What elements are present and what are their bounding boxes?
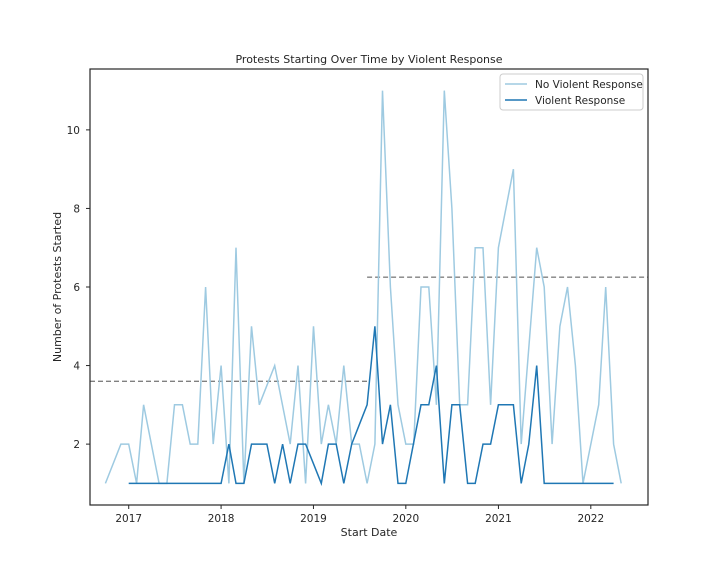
y-tick-label-2: 2 [73,439,80,451]
plot-area [90,90,648,487]
x-axis-ticks: 2017 2018 2019 2020 2021 2022 [115,505,604,525]
series-line-no-violent-response [104,90,622,485]
x-tick-label-2022: 2022 [577,513,604,525]
x-tick-label-2017: 2017 [115,513,142,525]
legend-label-violent-response: Violent Response [535,95,625,107]
legend-label-no-violent-response: No Violent Response [535,79,643,91]
series-line-violent-response [128,326,614,487]
y-axis-ticks: 2 4 6 8 10 [67,125,90,451]
y-tick-label-4: 4 [73,361,80,373]
legend: No Violent Response Violent Response [499,73,644,111]
chart-title: Protests Starting Over Time by Violent R… [235,53,502,66]
y-tick-label-6: 6 [73,282,80,294]
x-axis-label: Start Date [341,526,398,539]
y-tick-label-8: 8 [73,203,80,215]
x-tick-label-2018: 2018 [208,513,235,525]
x-tick-label-2019: 2019 [300,513,327,525]
x-tick-label-2020: 2020 [392,513,419,525]
x-tick-label-2021: 2021 [485,513,512,525]
legend-box [499,73,644,111]
y-tick-label-10: 10 [67,125,80,137]
y-axis-label: Number of Protests Started [51,212,64,362]
plot-frame [89,68,649,506]
